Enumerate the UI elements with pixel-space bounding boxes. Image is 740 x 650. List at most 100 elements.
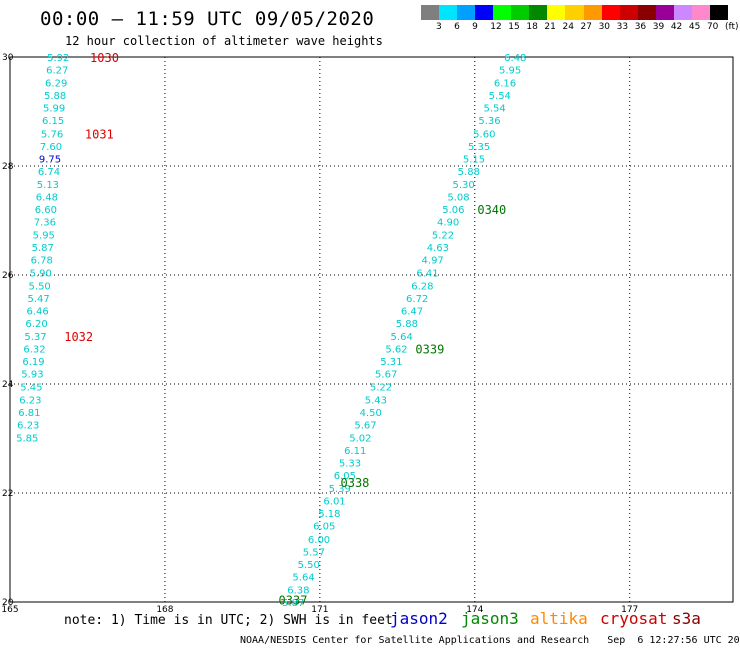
data-point-label: 5.62 (385, 345, 407, 356)
units-note: note: 1) Time is in UTC; 2) SWH is in fe… (64, 613, 393, 628)
data-point-label: 5.67 (375, 370, 397, 381)
satellite-altika: altika (530, 609, 588, 628)
time-annotation: 1030 (90, 51, 119, 65)
x-tick-label: 177 (621, 605, 638, 615)
data-point-label: 5.08 (447, 193, 469, 204)
legend-label: 15 (508, 22, 520, 32)
data-point-label: 5.33 (339, 458, 361, 469)
legend-label: 9 (472, 22, 478, 32)
data-point-label: 6.48 (504, 53, 526, 64)
legend-swatch (511, 5, 530, 20)
legend-swatch (691, 5, 711, 20)
data-point-label: 5.76 (41, 129, 63, 140)
data-point-label: 5.22 (432, 231, 454, 242)
time-annotation: 0338 (341, 476, 370, 490)
data-point-label: 6.23 (19, 395, 41, 406)
y-tick-label: 22 (2, 489, 13, 499)
legend-swatch (529, 5, 548, 20)
data-point-label: 5.85 (16, 433, 38, 444)
data-point-label: 5.64 (292, 572, 314, 583)
data-point-label: 5.54 (484, 104, 506, 115)
satellite-cryosat: cryosat (600, 609, 668, 628)
time-annotation: 0337 (279, 593, 308, 607)
legend-swatch (457, 5, 476, 20)
data-point-label: 5.87 (32, 243, 54, 254)
legend-swatch (655, 5, 675, 20)
data-point-label: 5.93 (21, 370, 43, 381)
legend-swatch (601, 5, 621, 20)
data-point-label: 5.31 (380, 357, 402, 368)
data-point-label: 6.05 (313, 522, 335, 533)
data-point-label: 5.22 (370, 383, 392, 394)
data-point-label: 9.75 (39, 154, 61, 165)
data-point-label: 6.28 (411, 281, 433, 292)
legend-label: 70 (706, 22, 719, 32)
data-point-label: 5.99 (43, 104, 65, 115)
legend-label: 36 (634, 22, 647, 32)
data-point-label: 5.06 (442, 205, 464, 216)
data-point-label: 6.00 (308, 535, 330, 546)
data-point-label: 5.88 (396, 319, 418, 330)
legend-swatch (637, 5, 657, 20)
data-point-label: 4.63 (427, 243, 449, 254)
credit-line: NOAA/NESDIS Center for Satellite Applica… (240, 635, 740, 646)
satellite-jason3: jason3 (461, 609, 519, 628)
data-point-label: 5.43 (365, 395, 387, 406)
data-point-label: 5.67 (354, 420, 376, 431)
time-annotation: 0339 (415, 343, 444, 357)
legend-label: 30 (598, 22, 611, 32)
data-point-label: 6.15 (42, 116, 64, 127)
data-point-label: 5.37 (24, 332, 46, 343)
y-tick-label: 28 (2, 162, 14, 172)
data-point-label: 5.88 (458, 167, 480, 178)
data-point-label: 4.50 (360, 408, 382, 419)
data-point-label: 6.78 (31, 256, 53, 267)
y-tick-label: 20 (2, 598, 14, 608)
legend-swatch (493, 5, 512, 20)
time-annotation: 1031 (85, 127, 114, 141)
legend-label: 42 (670, 22, 683, 32)
legend-label: 33 (616, 22, 629, 32)
satellite-s3a: s3a (672, 609, 701, 628)
data-point-label: 6.23 (17, 420, 39, 431)
data-point-label: 6.16 (494, 79, 516, 90)
x-tick-label: 174 (466, 605, 483, 615)
legend-label: 6 (454, 22, 460, 32)
data-point-label: 6.32 (23, 345, 45, 356)
data-point-label: 4.90 (437, 218, 459, 229)
x-tick-label: 168 (156, 605, 173, 615)
legend-swatch (673, 5, 693, 20)
plot-frame (9, 56, 734, 603)
data-point-label: 6.47 (401, 306, 423, 317)
data-point-label: 4.97 (422, 256, 444, 267)
data-point-label: 7.36 (34, 218, 56, 229)
legend-label: (ft) (725, 22, 739, 32)
legend-label: 21 (544, 22, 556, 32)
data-point-label: 5.45 (20, 383, 42, 394)
data-point-label: 6.19 (22, 357, 44, 368)
satellite-jason2: jason2 (390, 609, 448, 628)
legend-swatch (709, 5, 729, 20)
legend-label: 24 (562, 22, 574, 32)
legend-swatch (439, 5, 458, 20)
data-point-label: 5.15 (463, 154, 485, 165)
data-point-label: 6.05 (334, 471, 356, 482)
legend-label: 27 (580, 22, 592, 32)
legend-swatch (475, 5, 494, 20)
data-point-label: 5.90 (30, 268, 52, 279)
legend-label: 18 (526, 22, 538, 32)
data-point-label: 5.18 (318, 509, 340, 520)
data-point-label: 6.38 (287, 585, 309, 596)
data-point-label: 6.46 (26, 306, 48, 317)
data-point-label: 5.39 (329, 484, 351, 495)
data-point-label: 5.60 (473, 129, 495, 140)
data-point-label: 7.60 (40, 142, 62, 153)
data-point-label: 6.01 (323, 497, 345, 508)
data-point-label: 5.50 (29, 281, 51, 292)
data-point-label: 6.29 (45, 79, 67, 90)
data-point-label: 5.50 (298, 560, 320, 571)
y-tick-label: 24 (2, 380, 14, 390)
data-point-label: 5.35 (468, 142, 490, 153)
legend-swatch (547, 5, 566, 20)
